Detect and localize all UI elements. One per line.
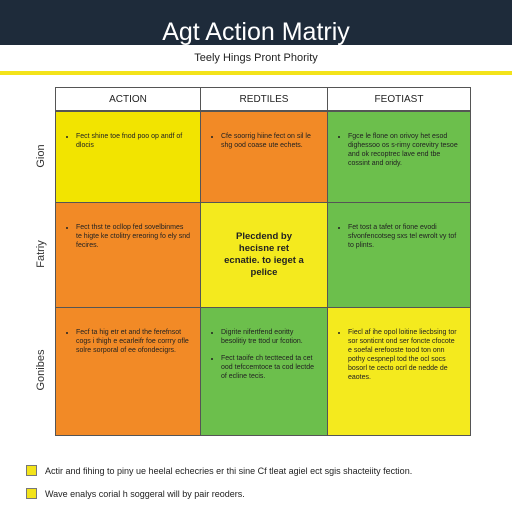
bullet-list: Fecf ta hig etr et and the ferefnsot cog…	[70, 328, 190, 355]
bullet-list: Digrite nifertfend eoritty besolitiy tre…	[215, 328, 317, 381]
matrix-cell: Fect shine toe fnod poo op andf of dloci…	[55, 111, 201, 203]
bullet-item: Fecf ta hig etr et and the ferefnsot cog…	[76, 328, 190, 355]
bullet-item: Fet tost a tafet or fione evodi sfvonfen…	[348, 223, 460, 250]
bullet-item: Digrite nifertfend eoritty besolitiy tre…	[221, 328, 317, 346]
matrix-cell: Cfe soorrig hiine fect on sil le shg ood…	[200, 111, 328, 203]
bullet-list: Fgce le flone on orivoy het esod dighess…	[342, 132, 460, 168]
title: Agt Action Matriy	[162, 18, 350, 46]
matrix-cell: Fgce le flone on orivoy het esod dighess…	[327, 111, 471, 203]
matrix-cell: Digrite nifertfend eoritty besolitiy tre…	[200, 307, 328, 436]
column-header: REDTILES	[200, 87, 328, 111]
matrix-cell: Fect thst te ocllop fed sovelbinmes te h…	[55, 202, 201, 308]
matrix-cell: Fiecl af ihe opol loitine liecbsing tor …	[327, 307, 471, 436]
subtitle: Teely Hings Pront Phority	[0, 45, 512, 71]
bullet-list: Fet tost a tafet or fione evodi sfvonfen…	[342, 223, 460, 250]
matrix-cell: Fet tost a tafet or fione evodi sfvonfen…	[327, 202, 471, 308]
note-text: Wave enalys corial h soggeral will by pa…	[45, 488, 245, 499]
header-strip	[0, 70, 512, 75]
column-header: ACTION	[55, 87, 201, 111]
bullet-item: Fect thst te ocllop fed sovelbinmes te h…	[76, 223, 190, 250]
bullet-item: Fect shine toe fnod poo op andf of dloci…	[76, 132, 190, 150]
matrix-cell: Plecdend by hecisne ret ecnatie. to iege…	[200, 202, 328, 308]
row-label: Fatriy	[35, 239, 47, 268]
bullet-list: Fect thst te ocllop fed sovelbinmes te h…	[70, 223, 190, 250]
note: Wave enalys corial h soggeral will by pa…	[26, 488, 245, 499]
bullet-list: Fiecl af ihe opol loitine liecbsing tor …	[342, 328, 460, 382]
note-marker	[26, 488, 37, 499]
note: Actir and fihing to piny ue heelal echec…	[26, 465, 412, 476]
bullet-item: Fect taoife ch tectteced ta cet ood tefc…	[221, 354, 317, 381]
note-marker	[26, 465, 37, 476]
matrix-cell: Fecf ta hig etr et and the ferefnsot cog…	[55, 307, 201, 436]
bullet-item: Cfe soorrig hiine fect on sil le shg ood…	[221, 132, 317, 150]
column-header: FEOTIAST	[327, 87, 471, 111]
note-text: Actir and fihing to piny ue heelal echec…	[45, 465, 413, 476]
bullet-item: Fgce le flone on orivoy het esod dighess…	[348, 132, 460, 168]
bullet-item: Fiecl af ihe opol loitine liecbsing tor …	[348, 328, 460, 382]
bullet-list: Fect shine toe fnod poo op andf of dloci…	[70, 132, 190, 150]
row-label: Gion	[35, 143, 47, 168]
bullet-list: Cfe soorrig hiine fect on sil le shg ood…	[215, 132, 317, 150]
row-label: Gonibes	[35, 349, 47, 391]
